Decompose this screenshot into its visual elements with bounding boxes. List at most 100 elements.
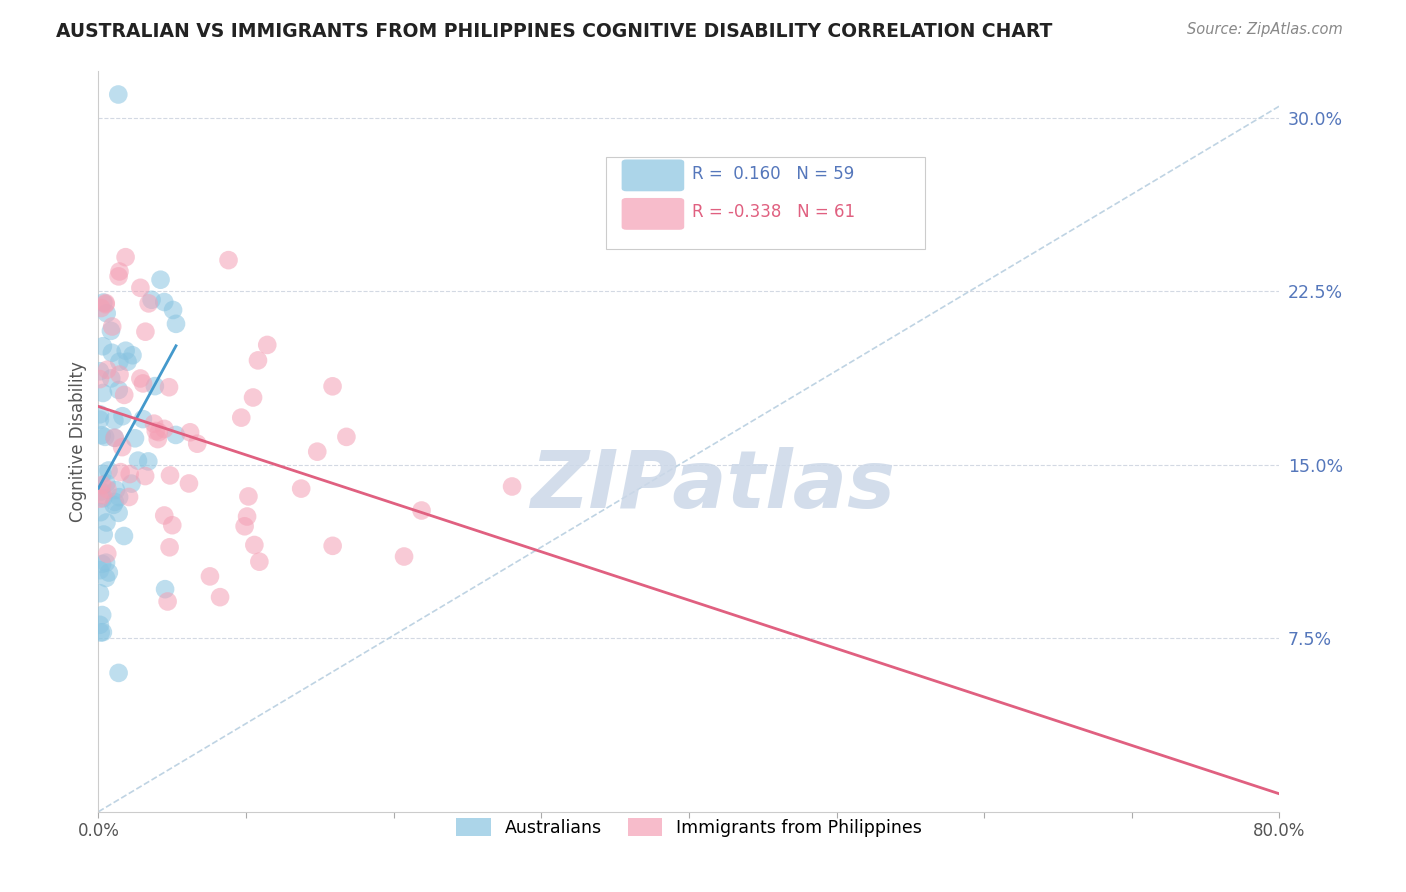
Point: [162, 303, 184, 318]
Point: [118, 490, 141, 504]
Point: [411, 503, 433, 517]
Point: [118, 467, 141, 481]
Point: [127, 453, 149, 467]
FancyBboxPatch shape: [621, 198, 685, 230]
Point: [132, 376, 155, 391]
Point: [90, 484, 112, 499]
FancyBboxPatch shape: [606, 156, 925, 249]
Point: [156, 594, 179, 608]
Point: [141, 293, 163, 307]
Point: [89, 586, 111, 600]
Point: [186, 436, 208, 450]
Point: [121, 348, 143, 362]
Point: [114, 343, 136, 358]
Point: [107, 506, 129, 520]
Point: [218, 253, 240, 268]
Point: [107, 269, 129, 284]
Point: [100, 324, 122, 338]
Point: [177, 476, 200, 491]
Y-axis label: Cognitive Disability: Cognitive Disability: [69, 361, 87, 522]
Point: [101, 319, 124, 334]
Point: [94, 297, 117, 311]
Point: [104, 483, 127, 497]
Point: [93, 295, 115, 310]
Point: [96, 483, 118, 497]
Point: [132, 412, 155, 426]
Point: [107, 87, 129, 102]
Point: [104, 431, 127, 445]
Point: [256, 338, 278, 352]
Text: Source: ZipAtlas.com: Source: ZipAtlas.com: [1187, 22, 1343, 37]
Text: ZIPatlas: ZIPatlas: [530, 447, 896, 525]
Point: [138, 296, 160, 310]
Point: [165, 317, 187, 331]
Point: [108, 368, 131, 382]
Point: [335, 430, 357, 444]
Point: [145, 424, 167, 438]
Point: [129, 371, 152, 385]
Point: [153, 422, 176, 436]
Point: [89, 617, 111, 632]
Point: [89, 505, 111, 519]
Point: [162, 518, 184, 533]
Point: [96, 547, 118, 561]
Point: [110, 465, 132, 479]
Point: [90, 625, 112, 640]
Point: [89, 407, 111, 421]
Point: [103, 413, 125, 427]
Point: [153, 508, 176, 523]
Point: [114, 250, 136, 264]
Point: [322, 539, 344, 553]
Point: [322, 379, 344, 393]
Point: [91, 467, 114, 481]
Point: [104, 495, 127, 509]
Point: [96, 516, 118, 530]
Point: [108, 264, 131, 278]
FancyBboxPatch shape: [621, 160, 685, 191]
Legend: Australians, Immigrants from Philippines: Australians, Immigrants from Philippines: [449, 811, 929, 844]
Point: [134, 469, 156, 483]
Point: [108, 355, 131, 369]
Text: R =  0.160   N = 59: R = 0.160 N = 59: [693, 164, 855, 183]
Point: [91, 386, 114, 401]
Point: [148, 425, 170, 439]
Point: [104, 431, 127, 445]
Point: [238, 490, 260, 504]
Point: [179, 425, 201, 440]
Point: [97, 566, 120, 580]
Point: [111, 409, 134, 424]
Point: [290, 482, 312, 496]
Point: [94, 296, 117, 310]
Point: [96, 476, 118, 491]
Point: [153, 295, 176, 310]
Text: R = -0.338   N = 61: R = -0.338 N = 61: [693, 203, 856, 221]
Point: [236, 509, 259, 524]
Point: [124, 431, 146, 445]
Point: [91, 339, 114, 353]
Point: [89, 563, 111, 577]
Point: [89, 491, 111, 506]
Point: [136, 454, 159, 468]
Point: [103, 498, 125, 512]
Point: [97, 463, 120, 477]
Point: [231, 410, 253, 425]
Point: [111, 440, 134, 454]
Point: [108, 490, 131, 504]
Point: [112, 529, 135, 543]
Point: [134, 325, 156, 339]
Point: [198, 569, 221, 583]
Point: [91, 557, 114, 571]
Point: [93, 527, 115, 541]
Point: [153, 582, 176, 597]
Point: [90, 301, 112, 315]
Point: [91, 625, 114, 640]
Point: [209, 590, 232, 604]
Point: [96, 306, 118, 320]
Point: [157, 380, 180, 394]
Point: [146, 432, 169, 446]
Point: [94, 430, 117, 444]
Point: [107, 665, 129, 680]
Point: [247, 555, 270, 569]
Point: [129, 281, 152, 295]
Point: [143, 417, 166, 431]
